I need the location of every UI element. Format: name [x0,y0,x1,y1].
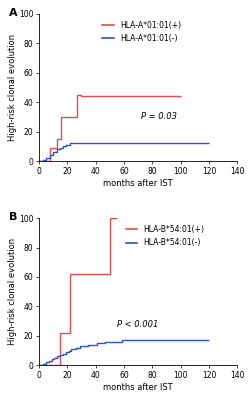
X-axis label: months after IST: months after IST [103,178,172,188]
Legend: HLA-A*01:01(+), HLA-A*01:01(-): HLA-A*01:01(+), HLA-A*01:01(-) [102,21,180,43]
Text: P < 0.001: P < 0.001 [116,320,158,329]
Y-axis label: High-risk clonal evolution: High-risk clonal evolution [8,238,17,345]
X-axis label: months after IST: months after IST [103,383,172,392]
Y-axis label: High-risk clonal evolution: High-risk clonal evolution [8,34,17,141]
Text: P = 0.03: P = 0.03 [140,112,176,122]
Text: A: A [9,8,18,18]
Legend: HLA-B*54:01(+), HLA-B*54:01(-): HLA-B*54:01(+), HLA-B*54:01(-) [125,225,204,248]
Text: B: B [9,212,17,222]
